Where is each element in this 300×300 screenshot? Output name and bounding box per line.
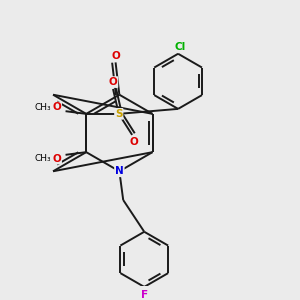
Text: O: O [109, 77, 117, 87]
Text: CH₃: CH₃ [34, 103, 51, 112]
Text: CH₃: CH₃ [34, 154, 51, 163]
Text: O: O [130, 137, 138, 147]
Text: F: F [141, 290, 148, 300]
Text: N: N [115, 166, 124, 176]
Text: O: O [111, 51, 120, 62]
Text: S: S [115, 109, 122, 119]
Text: O: O [52, 154, 61, 164]
Text: O: O [52, 102, 61, 112]
Text: Cl: Cl [174, 42, 186, 52]
